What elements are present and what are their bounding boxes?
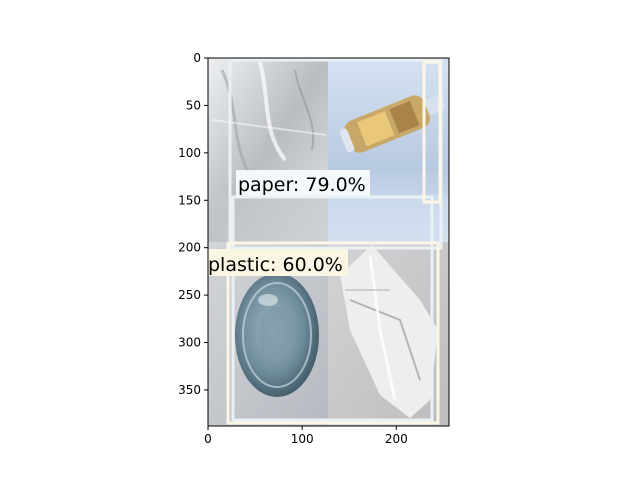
detection-box-plastic-outer: [422, 60, 442, 204]
x-tick-label: 0: [204, 432, 212, 446]
y-tick-label: 150: [178, 193, 201, 207]
tile-clear-plastic-sheet: [208, 58, 328, 242]
detection-label-paper: paper: 79.0%: [238, 174, 366, 196]
tile-plastic-bottle-on-blue: [328, 58, 449, 242]
y-tick-label: 200: [178, 241, 201, 255]
x-tick-label: 200: [385, 432, 408, 446]
tile-crumpled-plastic-film: [328, 242, 449, 426]
y-axis: 0 50 100 150 200 250 300 350: [178, 51, 208, 397]
detection-paper: paper: 79.0%: [228, 58, 443, 422]
y-tick-label: 350: [178, 383, 201, 397]
detection-label-bg-paper: [236, 170, 370, 196]
y-tick-label: 300: [178, 336, 201, 350]
x-axis: 0 100 200: [204, 426, 408, 446]
detection-plastic: plastic: 60.0%: [208, 60, 442, 425]
detection-label-bg-plastic: [208, 249, 348, 276]
y-tick-label: 100: [178, 146, 201, 160]
image-mosaic: [208, 58, 449, 426]
axes-frame: [207, 57, 450, 427]
detection-box-paper-inner: [231, 195, 434, 422]
y-tick-label: 250: [178, 288, 201, 302]
detection-box-plastic: [226, 241, 440, 425]
detection-label-plastic: plastic: 60.0%: [208, 254, 343, 276]
y-tick-label: 0: [193, 51, 201, 65]
y-tick-label: 50: [186, 98, 201, 112]
x-tick-label: 100: [291, 432, 314, 446]
